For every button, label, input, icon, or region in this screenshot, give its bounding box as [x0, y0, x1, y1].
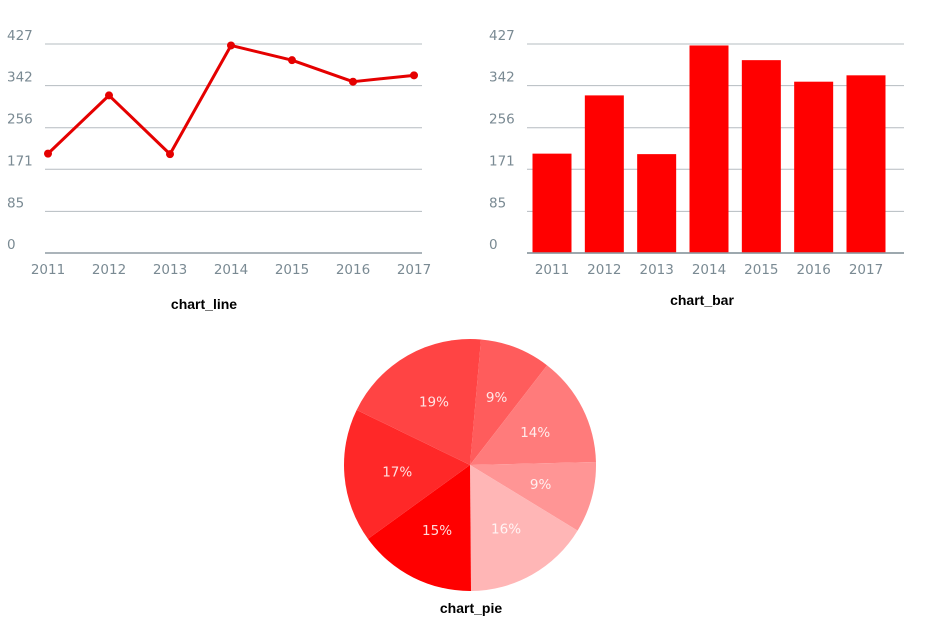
line-chart-ytick-label: 85 [7, 195, 24, 211]
line-chart-xtick-label: 2015 [275, 262, 309, 278]
bar-chart-ytick-label: 427 [489, 28, 515, 44]
pie-chart-slice-label: 19% [419, 394, 449, 410]
line-chart-point [349, 77, 357, 86]
line-chart-xtick-label: 2014 [214, 262, 248, 278]
bar-chart-xtick-label: 2017 [849, 262, 883, 278]
line-chart: 0 85 171 256 342 427 2011 2012 2013 2014 2015 2016 2… [7, 28, 431, 278]
pie-chart-slice-label: 15% [422, 523, 452, 539]
line-chart-xtick-label: 2011 [31, 262, 65, 278]
line-chart-ytick-label: 256 [7, 112, 33, 128]
bar-chart-xtick-label: 2013 [639, 262, 673, 278]
pie-chart-slice-label: 14% [520, 425, 550, 441]
pie-chart-slice-label: 16% [491, 522, 521, 538]
bar-chart-bar [532, 153, 572, 253]
line-chart-ytick-label: 342 [7, 70, 33, 86]
line-chart-ytick-label: 171 [7, 153, 33, 169]
pie-chart-caption: chart_pie [440, 600, 502, 616]
bar-chart-xtick-label: 2012 [587, 262, 621, 278]
line-chart-point [410, 71, 418, 80]
bar-chart-xtick-label: 2016 [796, 262, 830, 278]
bar-chart-xtick-label: 2011 [535, 262, 569, 278]
pie-chart-slice-label: 17% [382, 464, 412, 480]
bar-chart-ytick-label: 85 [489, 195, 506, 211]
pie-chart-slice [356, 339, 481, 465]
line-chart-point [227, 41, 235, 50]
line-chart-caption: chart_line [171, 296, 237, 312]
bar-chart-caption: chart_bar [670, 292, 734, 308]
line-chart-point [44, 149, 52, 158]
pie-chart: 9% 14% 9% 16% 15% 17% 19% [344, 339, 596, 591]
line-chart-series-line [46, 43, 415, 156]
bar-chart-bar [794, 81, 834, 253]
line-chart-ytick-label: 427 [7, 28, 33, 44]
pie-chart-slice-label: 9% [486, 390, 508, 406]
pie-chart-slice [470, 339, 548, 465]
line-chart-ytick-label: 0 [7, 237, 16, 253]
bar-chart-bar [846, 75, 886, 253]
bar-chart-bar [741, 60, 781, 254]
pie-chart-slice [367, 465, 471, 591]
bar-chart-xtick-label: 2014 [692, 262, 726, 278]
line-chart-point [166, 150, 174, 159]
line-chart-point [105, 91, 113, 100]
pie-chart-slice [470, 462, 596, 531]
bar-chart-ytick-label: 0 [489, 237, 498, 253]
line-chart-xtick-label: 2012 [92, 262, 126, 278]
line-chart-xtick-label: 2017 [397, 262, 431, 278]
bar-chart-bar [689, 45, 729, 253]
pie-chart-slice-label: 9% [530, 477, 552, 493]
bar-chart-xtick-label: 2015 [744, 262, 778, 278]
bar-chart-ytick-label: 342 [489, 70, 515, 86]
line-chart-xtick-label: 2016 [336, 262, 370, 278]
line-chart-xtick-label: 2013 [153, 262, 187, 278]
pie-chart-slice [344, 409, 470, 539]
bar-chart: 0 85 171 256 342 427 2011 2012 2013 2014 2015 2016 2… [489, 28, 904, 278]
bar-chart-bar [584, 95, 624, 254]
bar-chart-ytick-label: 256 [489, 112, 515, 128]
line-chart-point [288, 56, 296, 65]
pie-chart-slice [470, 465, 578, 591]
pie-chart-slice [470, 365, 596, 465]
bar-chart-bar [637, 154, 677, 253]
bar-chart-ytick-label: 171 [489, 153, 515, 169]
